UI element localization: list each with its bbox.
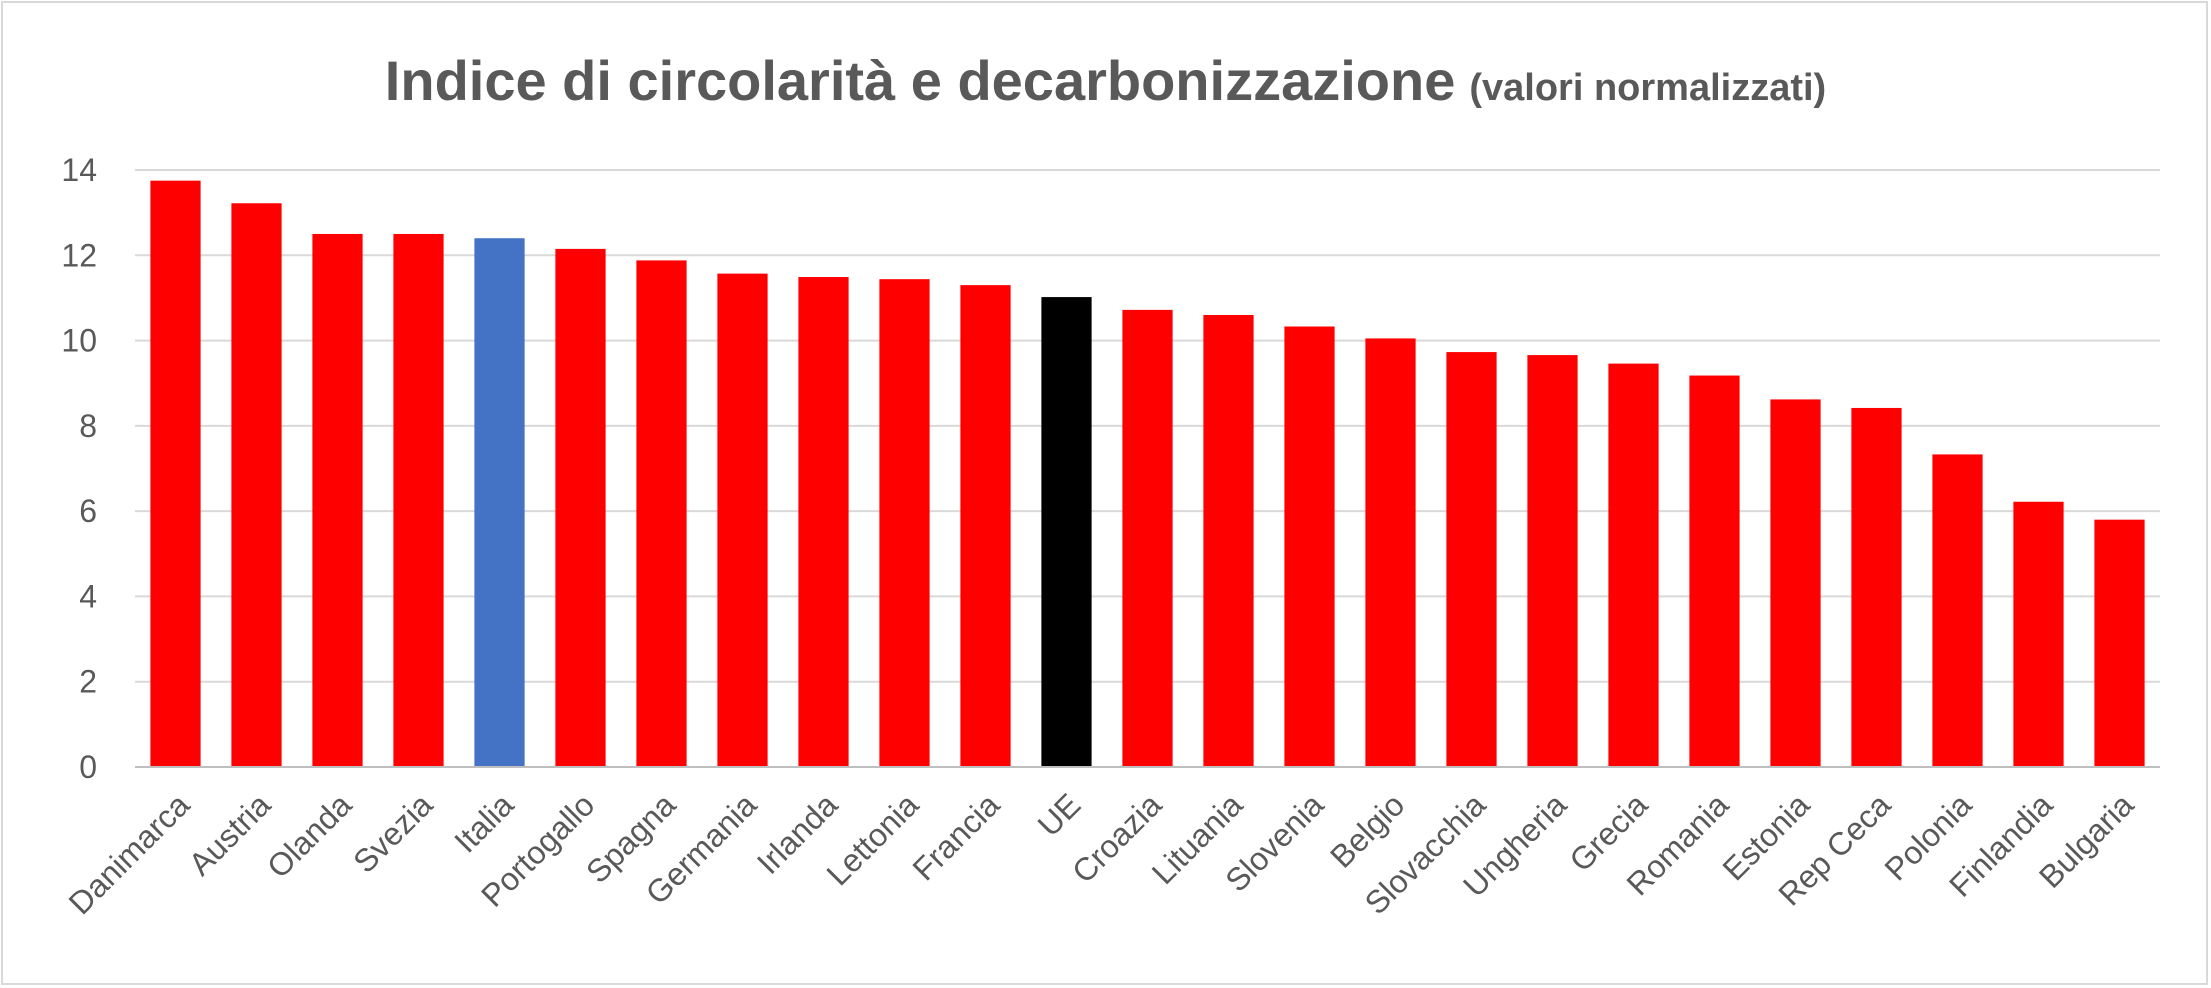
x-tick-label: Danimarca bbox=[62, 786, 197, 921]
bars bbox=[150, 180, 2145, 768]
bar-slovacchia bbox=[1446, 352, 1497, 767]
bar-belgio bbox=[1365, 338, 1416, 767]
y-tick-label: 4 bbox=[79, 578, 97, 614]
bar-lettonia bbox=[879, 279, 930, 767]
y-tick-label: 14 bbox=[61, 152, 97, 188]
bar-italia bbox=[474, 238, 525, 767]
bar-spagna bbox=[636, 260, 687, 767]
x-tick-label: Francia bbox=[906, 786, 1007, 887]
bar-ungheria bbox=[1527, 355, 1578, 767]
y-tick-label: 12 bbox=[61, 237, 97, 273]
bar-croazia bbox=[1122, 309, 1173, 767]
y-tick-label: 0 bbox=[79, 749, 97, 785]
x-tick-label: Olanda bbox=[260, 786, 359, 885]
bar-irlanda bbox=[798, 277, 849, 767]
bar-danimarca bbox=[150, 180, 201, 768]
x-tick-label: UE bbox=[1031, 786, 1088, 843]
y-tick-label: 2 bbox=[79, 664, 97, 700]
bar-portogallo bbox=[555, 248, 606, 767]
bar-ue bbox=[1041, 297, 1092, 767]
x-tick-label: Italia bbox=[447, 786, 520, 859]
chart-title-main: Indice di circolarità e decarbonizzazion… bbox=[384, 49, 1456, 112]
y-tick-label: 10 bbox=[61, 323, 97, 359]
bar-romania bbox=[1689, 375, 1740, 767]
chart-title: Indice di circolarità e decarbonizzazion… bbox=[0, 48, 2211, 113]
bar-francia bbox=[960, 285, 1011, 767]
y-tick-label: 8 bbox=[79, 408, 97, 444]
bar-olanda bbox=[312, 233, 363, 767]
x-tick-label: Lettonia bbox=[819, 786, 925, 892]
y-axis-ticks: 0 2 4 6 8 10 12 14 bbox=[61, 152, 97, 785]
bar-slovenia bbox=[1284, 326, 1335, 767]
bar-polonia bbox=[1932, 454, 1983, 767]
chart-subtitle: (valori normalizzati) bbox=[1469, 67, 1827, 109]
x-tick-label: Svezia bbox=[346, 786, 440, 880]
bar-rep-ceca bbox=[1851, 407, 1902, 767]
bar-svezia bbox=[393, 233, 444, 767]
bar-austria bbox=[231, 203, 282, 768]
x-tick-label: Austria bbox=[182, 786, 278, 882]
bar-germania bbox=[717, 273, 768, 767]
bar-estonia bbox=[1770, 399, 1821, 767]
bar-lituania bbox=[1203, 314, 1254, 767]
bar-grecia bbox=[1608, 363, 1659, 767]
y-tick-label: 6 bbox=[79, 493, 97, 529]
bar-bulgaria bbox=[2094, 519, 2145, 767]
bar-finlandia bbox=[2013, 501, 2064, 767]
